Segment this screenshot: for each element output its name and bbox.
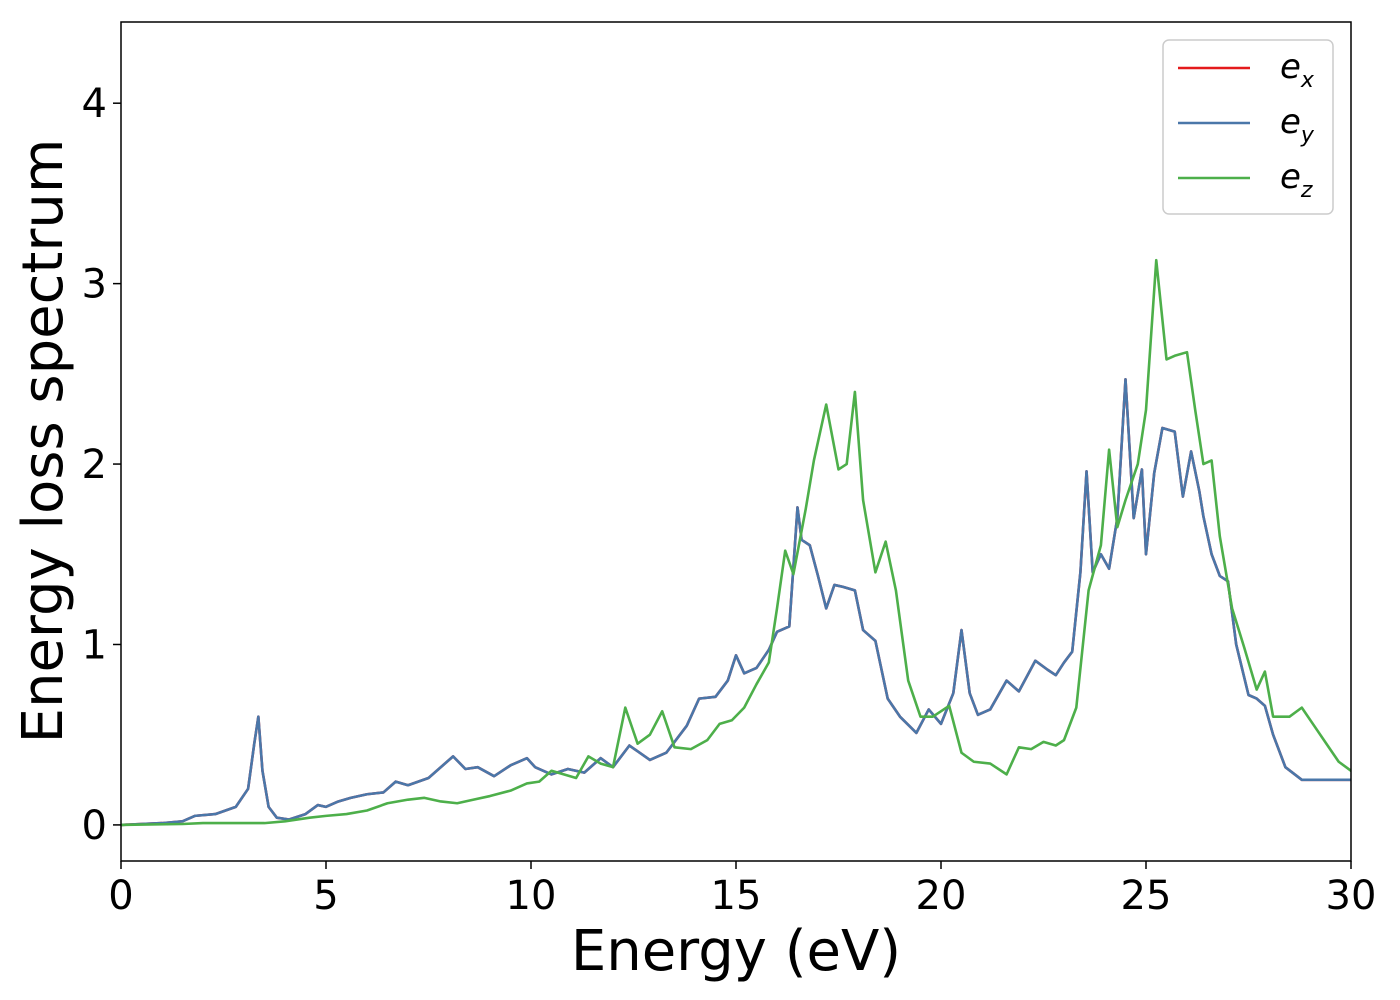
y-tick-label: 3 xyxy=(82,262,107,308)
legend-label-main: e xyxy=(1280,47,1301,87)
series-line-e-z xyxy=(121,258,1351,827)
legend-label-e-x: ex xyxy=(1280,47,1315,93)
legend-label-e-z: ez xyxy=(1280,157,1313,203)
x-tick-label: 10 xyxy=(506,873,557,919)
x-tick-label: 25 xyxy=(1121,873,1172,919)
y-tick-label: 0 xyxy=(82,803,107,849)
x-tick-label: 0 xyxy=(108,873,133,919)
series-layer xyxy=(121,258,1351,827)
x-tick-label: 30 xyxy=(1326,873,1377,919)
legend-label-sub: x xyxy=(1300,68,1315,93)
y-tick-label: 1 xyxy=(82,622,107,668)
legend-label-main: e xyxy=(1280,102,1301,142)
x-axis-label: Energy (eV) xyxy=(571,919,901,984)
x-tick-label: 5 xyxy=(313,873,338,919)
ticks-layer: 0 5 10 15 20 25 30 0 1 2 3 4 xyxy=(82,81,1377,919)
legend-label-sub: z xyxy=(1300,178,1313,203)
series-line-e-y xyxy=(121,377,1351,827)
legend-label-e-y: ey xyxy=(1280,102,1315,148)
legend-box xyxy=(1162,39,1334,215)
legend-label-sub: y xyxy=(1300,123,1315,148)
legend-label-main: e xyxy=(1280,157,1301,197)
x-tick-label: 20 xyxy=(916,873,967,919)
y-tick-label: 4 xyxy=(82,81,107,127)
y-axis-label: Energy loss spectrum xyxy=(11,139,76,744)
x-tick-label: 15 xyxy=(711,873,762,919)
y-tick-label: 2 xyxy=(82,442,107,488)
